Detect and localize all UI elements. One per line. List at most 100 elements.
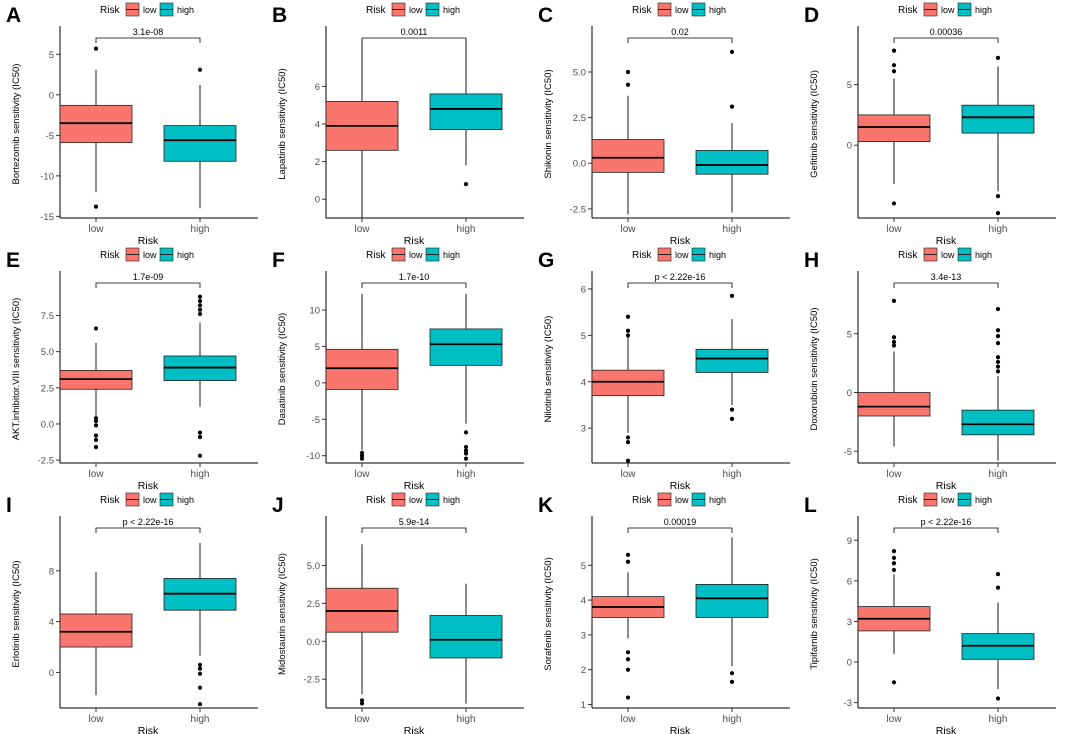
y-tick-label: 2.5 [307,599,320,610]
outlier-point [891,335,897,340]
outlier-point [891,549,897,554]
significance-bracket [95,527,201,533]
legend-title: Risk [898,5,918,16]
outlier-point [93,46,99,51]
y-tick-label: 3 [581,630,586,641]
y-tick-label: 5 [847,80,852,91]
outlier-point [891,680,897,685]
y-axis-label: Sorafenib sensitivity (IC50) [543,557,554,671]
x-tick-label-high: high [989,714,1008,725]
x-tick-label-low: low [886,469,902,480]
y-axis-label: Tipifarnib sensitivity (IC50) [809,558,820,670]
outlier-point [995,334,1001,339]
p-value-label: p < 2.22e-16 [655,272,706,282]
outlier-point [463,182,469,187]
outlier-point [995,369,1001,374]
outlier-point [729,407,735,412]
outlier-point [995,55,1001,60]
legend: Risk low high [366,247,460,262]
box-low [591,552,665,700]
y-tick-label: 5.0 [573,67,586,78]
outlier-point [197,67,203,72]
outlier-point [995,355,1001,360]
y-tick-label: 4 [49,617,54,628]
panel-a: A Risk low high -15 -10 -5 0 5 Bortezomib sensiti… [6,2,258,247]
y-tick-label: 2.5 [41,383,54,394]
box-low [59,46,133,209]
legend-title: Risk [898,250,918,261]
p-value-label: 3.4e-13 [931,272,962,282]
y-axis-label: Midostaurin sensitivity (IC50) [277,553,288,675]
outlier-point [625,695,631,700]
y-tick-label: 3 [581,424,586,435]
panel-h: H Risk low high -5 0 5 Doxorubicin sensitivity … [804,247,1056,492]
x-tick-label-low: low [620,714,636,725]
outlier-point [729,671,735,676]
x-axis-label: Risk [936,725,957,734]
x-tick-label-high: high [191,224,210,235]
x-axis-label: Risk [404,235,425,247]
legend-title: Risk [898,495,918,506]
outlier-point [359,456,365,461]
significance-bracket [627,282,733,288]
outlier-point [891,561,897,566]
legend-label-low: low [941,5,955,15]
y-tick-label: 0.0 [307,637,320,648]
panel-letter: I [6,494,12,517]
outlier-point [995,194,1001,199]
outlier-point [995,364,1001,369]
y-tick-label: 0 [315,195,320,206]
y-tick-label: 4 [315,120,320,131]
y-tick-label: 5.0 [307,561,320,572]
outlier-point [625,69,631,75]
y-tick-label: 8 [49,566,54,577]
panel-letter: A [6,4,21,27]
box-iqr [325,348,399,390]
legend-label-high: high [709,5,726,15]
outlier-point [625,657,631,662]
box-low [591,314,665,463]
box-high [429,583,503,704]
panel-g: G Risk low high 3 4 5 6 Nilotinib sensitivity (I… [538,247,790,492]
legend-label-high: high [975,250,992,260]
panel-c: C Risk low high -2.5 0.0 2.5 5.0 Shikonin sensit… [538,2,790,247]
box-iqr [857,392,931,417]
box-iqr [591,139,665,173]
x-tick-label-low: low [354,469,370,480]
y-tick-label: 6 [581,284,586,295]
significance-bracket [893,282,999,288]
box-low [325,39,399,218]
outlier-point [359,701,365,706]
legend-label-high: high [709,495,726,505]
legend-label-low: low [675,495,689,505]
y-tick-label: 6 [315,82,320,93]
y-tick-label: 9 [847,536,852,547]
x-tick-label-low: low [354,224,370,235]
box-iqr [695,150,769,175]
outlier-point [891,48,897,53]
outlier-point [93,444,99,450]
outlier-point [729,293,735,298]
outlier-point [197,307,203,312]
y-tick-label: 10 [309,305,320,316]
significance-bracket [893,37,999,43]
box-low [59,572,133,696]
outlier-point [891,555,897,560]
panel-letter: E [6,249,20,272]
x-tick-label-high: high [457,224,476,235]
legend-title: Risk [632,250,652,261]
x-tick-label-high: high [191,714,210,725]
outlier-point [197,303,203,308]
x-tick-label-high: high [457,469,476,480]
outlier-point [891,201,897,206]
box-high [695,49,769,213]
significance-bracket [361,282,467,288]
x-tick-label-high: high [989,224,1008,235]
x-tick-label-high: high [723,469,742,480]
y-tick-label: 7.5 [41,311,54,322]
outlier-point [625,650,631,655]
box-low [591,69,665,215]
legend-title: Risk [366,250,386,261]
y-axis-label: Lapatinib sensitivity (IC50) [277,68,288,179]
